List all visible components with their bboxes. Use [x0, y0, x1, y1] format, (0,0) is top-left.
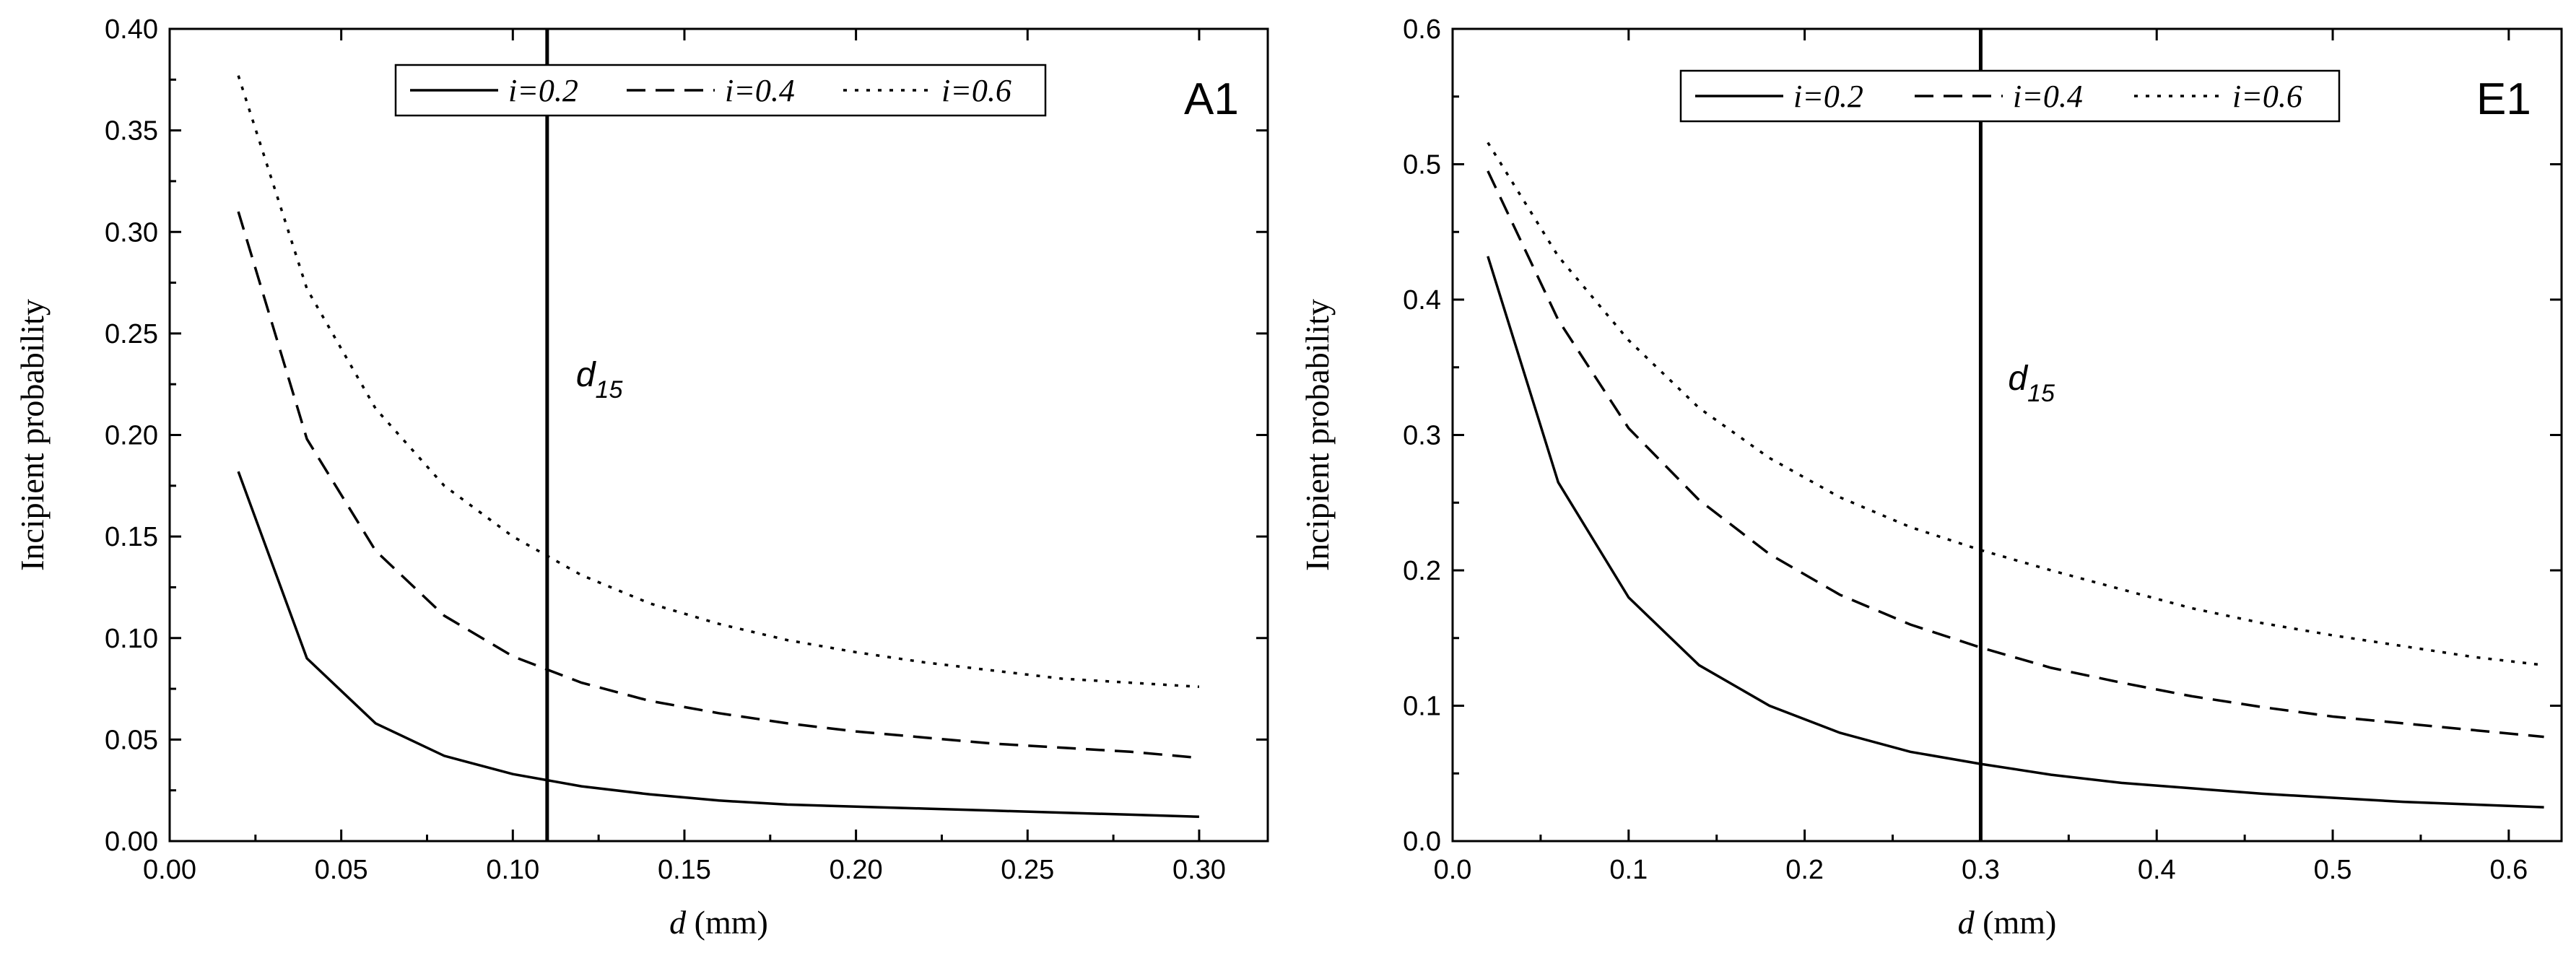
y-tick-label: 0.3: [1403, 421, 1441, 451]
x-tick-label: 0.0: [1434, 855, 1472, 885]
x-axis-title: d (mm): [669, 904, 768, 941]
d15-label: d15: [576, 356, 623, 404]
plot-frame: [1451, 27, 2563, 843]
x-tick-label: 0.05: [315, 855, 368, 885]
x-axis-title: d (mm): [1958, 904, 2057, 941]
y-tick-label: 0.00: [105, 827, 158, 857]
legend-box: [1679, 69, 2341, 123]
series-line-dashed: [237, 211, 1200, 760]
legend-label: i=0.6: [941, 73, 1011, 108]
x-tick-label: 0.10: [486, 855, 539, 885]
legend-label: i=0.6: [2232, 79, 2302, 114]
d15-label: d15: [2008, 360, 2055, 407]
x-tick-label: 0.3: [1962, 855, 2000, 885]
legend-label: i=0.2: [1793, 79, 1863, 114]
series-line-solid: [1487, 256, 2544, 809]
chart-e1: 0.0 0.1 0.2 0.3 0.4 0.5 0.6 0.0 0.1 0.2 0.3 0.4 0.5 0…: [1299, 14, 2563, 941]
y-axis-title: Incipient probability: [1299, 299, 1336, 571]
x-tick-label: 0.6: [2489, 855, 2528, 885]
d15-label-main: d: [2008, 360, 2028, 398]
series-line-dotted: [237, 75, 1200, 689]
d15-label-sub: 15: [2027, 380, 2055, 407]
y-tick-label: 0.1: [1403, 692, 1441, 722]
y-tick-label: 0.6: [1403, 14, 1441, 45]
x-axis-unit: (mm): [1975, 904, 2057, 941]
x-axis-variable: d: [669, 904, 687, 941]
legend-label: i=0.4: [725, 73, 795, 108]
series-line-dashed: [1487, 170, 2544, 739]
plot-frame: [168, 27, 1269, 843]
y-tick-label: 0.5: [1403, 150, 1441, 180]
panel-label: E1: [2476, 74, 2531, 124]
y-axis-title: Incipient probability: [14, 299, 51, 571]
x-tick-label: 0.5: [2314, 855, 2352, 885]
x-tick-label: 0.20: [830, 855, 883, 885]
d15-label-sub: 15: [596, 376, 623, 404]
x-tick-label: 0.15: [658, 855, 711, 885]
y-tick-label: 0.4: [1403, 285, 1441, 316]
panel-label: A1: [1184, 74, 1239, 124]
y-tick-label: 0.10: [105, 624, 158, 654]
y-tick-label: 0.15: [105, 522, 158, 552]
x-tick-label: 0.2: [1785, 855, 1824, 885]
x-tick-label: 0.1: [1609, 855, 1648, 885]
legend: i=0.2 i=0.4 i=0.6: [394, 64, 1047, 117]
legend-label: i=0.2: [508, 73, 578, 108]
x-axis-variable: d: [1958, 904, 1975, 941]
x-tick-label: 0.00: [143, 855, 196, 885]
y-tick-label: 0.35: [105, 116, 158, 147]
y-tick-label: 0.0: [1403, 827, 1441, 857]
x-tick-label: 0.30: [1172, 855, 1226, 885]
legend-box: [394, 64, 1047, 117]
y-tick-label: 0.25: [105, 319, 158, 349]
y-tick-label: 0.40: [105, 14, 158, 45]
legend-label: i=0.4: [2013, 79, 2083, 114]
d15-label-main: d: [576, 356, 596, 394]
chart-a1: 0.00 0.05 0.10 0.15 0.20 0.25 0.30 0.00 0.05 0.10…: [14, 14, 1269, 941]
y-tick-label: 0.05: [105, 725, 158, 755]
y-tick-label: 0.20: [105, 421, 158, 451]
series-line-dotted: [1487, 142, 2544, 667]
y-tick-label: 0.2: [1403, 556, 1441, 586]
y-tick-label: 0.30: [105, 217, 158, 248]
x-tick-label: 0.4: [2138, 855, 2176, 885]
series-line-solid: [237, 471, 1199, 819]
x-axis-unit: (mm): [686, 904, 768, 941]
legend: i=0.2 i=0.4 i=0.6: [1679, 69, 2341, 123]
x-tick-label: 0.25: [1001, 855, 1054, 885]
